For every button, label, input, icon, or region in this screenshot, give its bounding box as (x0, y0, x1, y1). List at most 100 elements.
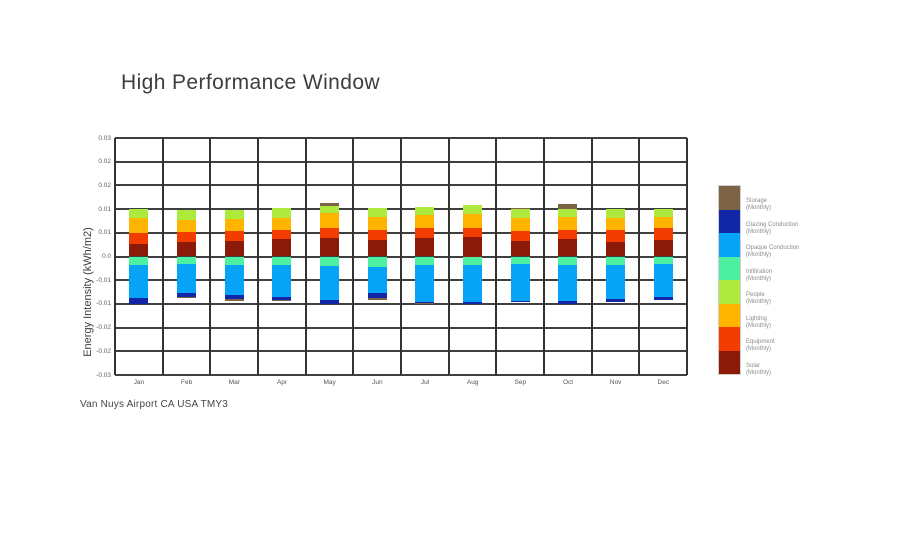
legend-series-period: (Monthly) (746, 252, 772, 258)
bar-segment (367, 293, 387, 299)
bar-segment (129, 265, 149, 299)
vertical-gridline (161, 138, 164, 375)
legend-series-period: (Monthly) (746, 322, 772, 329)
bar-segment (224, 240, 244, 257)
legend-series-name: Solar (746, 362, 761, 369)
x-tick-label: Nov (609, 379, 622, 386)
bar-segment (558, 217, 578, 231)
bar-segment (510, 256, 530, 265)
bar-segment (463, 214, 482, 228)
bar-segment (606, 298, 625, 302)
y-tick-label: -0.01 (96, 300, 111, 308)
bar-segment (510, 217, 530, 231)
bar-segment (272, 297, 292, 300)
bar-segment (367, 230, 387, 240)
legend-swatch (719, 350, 740, 374)
vertical-gridline (400, 138, 402, 375)
bar-segment (606, 256, 625, 265)
bar-segment (653, 264, 673, 297)
bar-segment (463, 236, 482, 257)
bar-segment (177, 296, 196, 299)
vertical-gridline (543, 138, 545, 375)
bar-segment (415, 228, 435, 238)
y-tick-label: -0.02 (96, 324, 111, 332)
legend-entry-label: Infiltration (Monthly) (746, 269, 772, 283)
bar-segment (463, 265, 482, 303)
bar-segment (558, 203, 578, 210)
y-tick-label: -0.02 (96, 347, 111, 355)
x-tick-label: Aug (466, 379, 479, 386)
legend-swatch (719, 233, 740, 257)
legend-entry-label: Lighting (Monthly) (746, 316, 771, 330)
x-tick-label: Dec (657, 379, 670, 386)
bar-segment (653, 228, 673, 240)
bar-segment (367, 216, 387, 231)
legend-swatch (719, 327, 740, 351)
x-tick-label: Apr (276, 379, 288, 386)
bar-segment (653, 239, 673, 257)
legend-entry-label: Glazing Conduction (Monthly) (746, 222, 798, 236)
legend-series-period: (Monthly) (746, 346, 772, 352)
legend-series-period: (Monthly) (746, 275, 772, 282)
vertical-gridline (304, 138, 307, 375)
x-tick-label: Jun (372, 379, 383, 386)
legend-entry-label: People (Monthly) (746, 292, 771, 306)
bar-segment (463, 205, 482, 215)
legend-series-name: Storage (746, 198, 768, 204)
x-tick-label: Jul (420, 379, 430, 386)
bar-segment (177, 220, 196, 232)
bar-segment (224, 265, 244, 295)
bar-segment (320, 238, 339, 257)
legend-entry-label: Equipment (Monthly) (746, 339, 775, 353)
legend-series-name: Opaque Conduction (746, 245, 800, 251)
bar-segment (510, 300, 530, 303)
bar-segment (224, 209, 244, 219)
bar-segment (224, 299, 244, 302)
legend-swatch (719, 256, 740, 280)
vertical-gridline (209, 138, 212, 375)
bar-segment (463, 302, 482, 304)
bar-segment (606, 241, 625, 257)
bar-segment (653, 209, 673, 217)
bar-segment (653, 217, 673, 229)
y-tick-label: -0.03 (96, 371, 111, 379)
legend-swatch (719, 303, 740, 327)
y-tick-label: 0.01 (98, 205, 111, 213)
bar-segment (320, 256, 339, 266)
bar-segment (177, 292, 196, 297)
bar-segment (367, 239, 387, 257)
bar-segment (415, 301, 435, 304)
bar-segment (320, 265, 339, 300)
plot-area (114, 137, 688, 376)
legend-series-name: Infiltration (746, 268, 773, 275)
bar-segment (224, 230, 244, 241)
x-tick-label: Oct (562, 379, 574, 386)
legend-entry-label: Opaque Conduction (Monthly) (746, 245, 799, 259)
bar-segment (272, 229, 292, 240)
bar-segment (510, 230, 530, 242)
bar-segment (177, 264, 196, 293)
bar-segment (320, 205, 339, 214)
bar-segment (653, 256, 673, 265)
bar-segment (415, 303, 435, 304)
vertical-gridline (590, 138, 593, 375)
x-tick-label: Mar (228, 379, 240, 386)
vertical-gridline (447, 138, 450, 375)
bar-segment (463, 227, 482, 237)
bar-segment (558, 256, 578, 265)
bar-segment (177, 231, 196, 242)
bar-segment (558, 239, 578, 257)
bar-segment (606, 230, 625, 242)
bar-segment (510, 209, 530, 218)
legend-series-period: (Monthly) (746, 299, 772, 305)
vertical-gridline (352, 138, 355, 375)
bar-segment (367, 298, 387, 300)
bar-segment (224, 218, 244, 231)
vertical-gridline (638, 138, 641, 375)
legend-series-period: (Monthly) (746, 369, 772, 376)
legend-entry-label: Storage (Monthly) (746, 198, 771, 212)
bar-segment (272, 265, 292, 298)
x-tick-label: Sep (514, 379, 527, 386)
bar-segment (177, 241, 196, 257)
